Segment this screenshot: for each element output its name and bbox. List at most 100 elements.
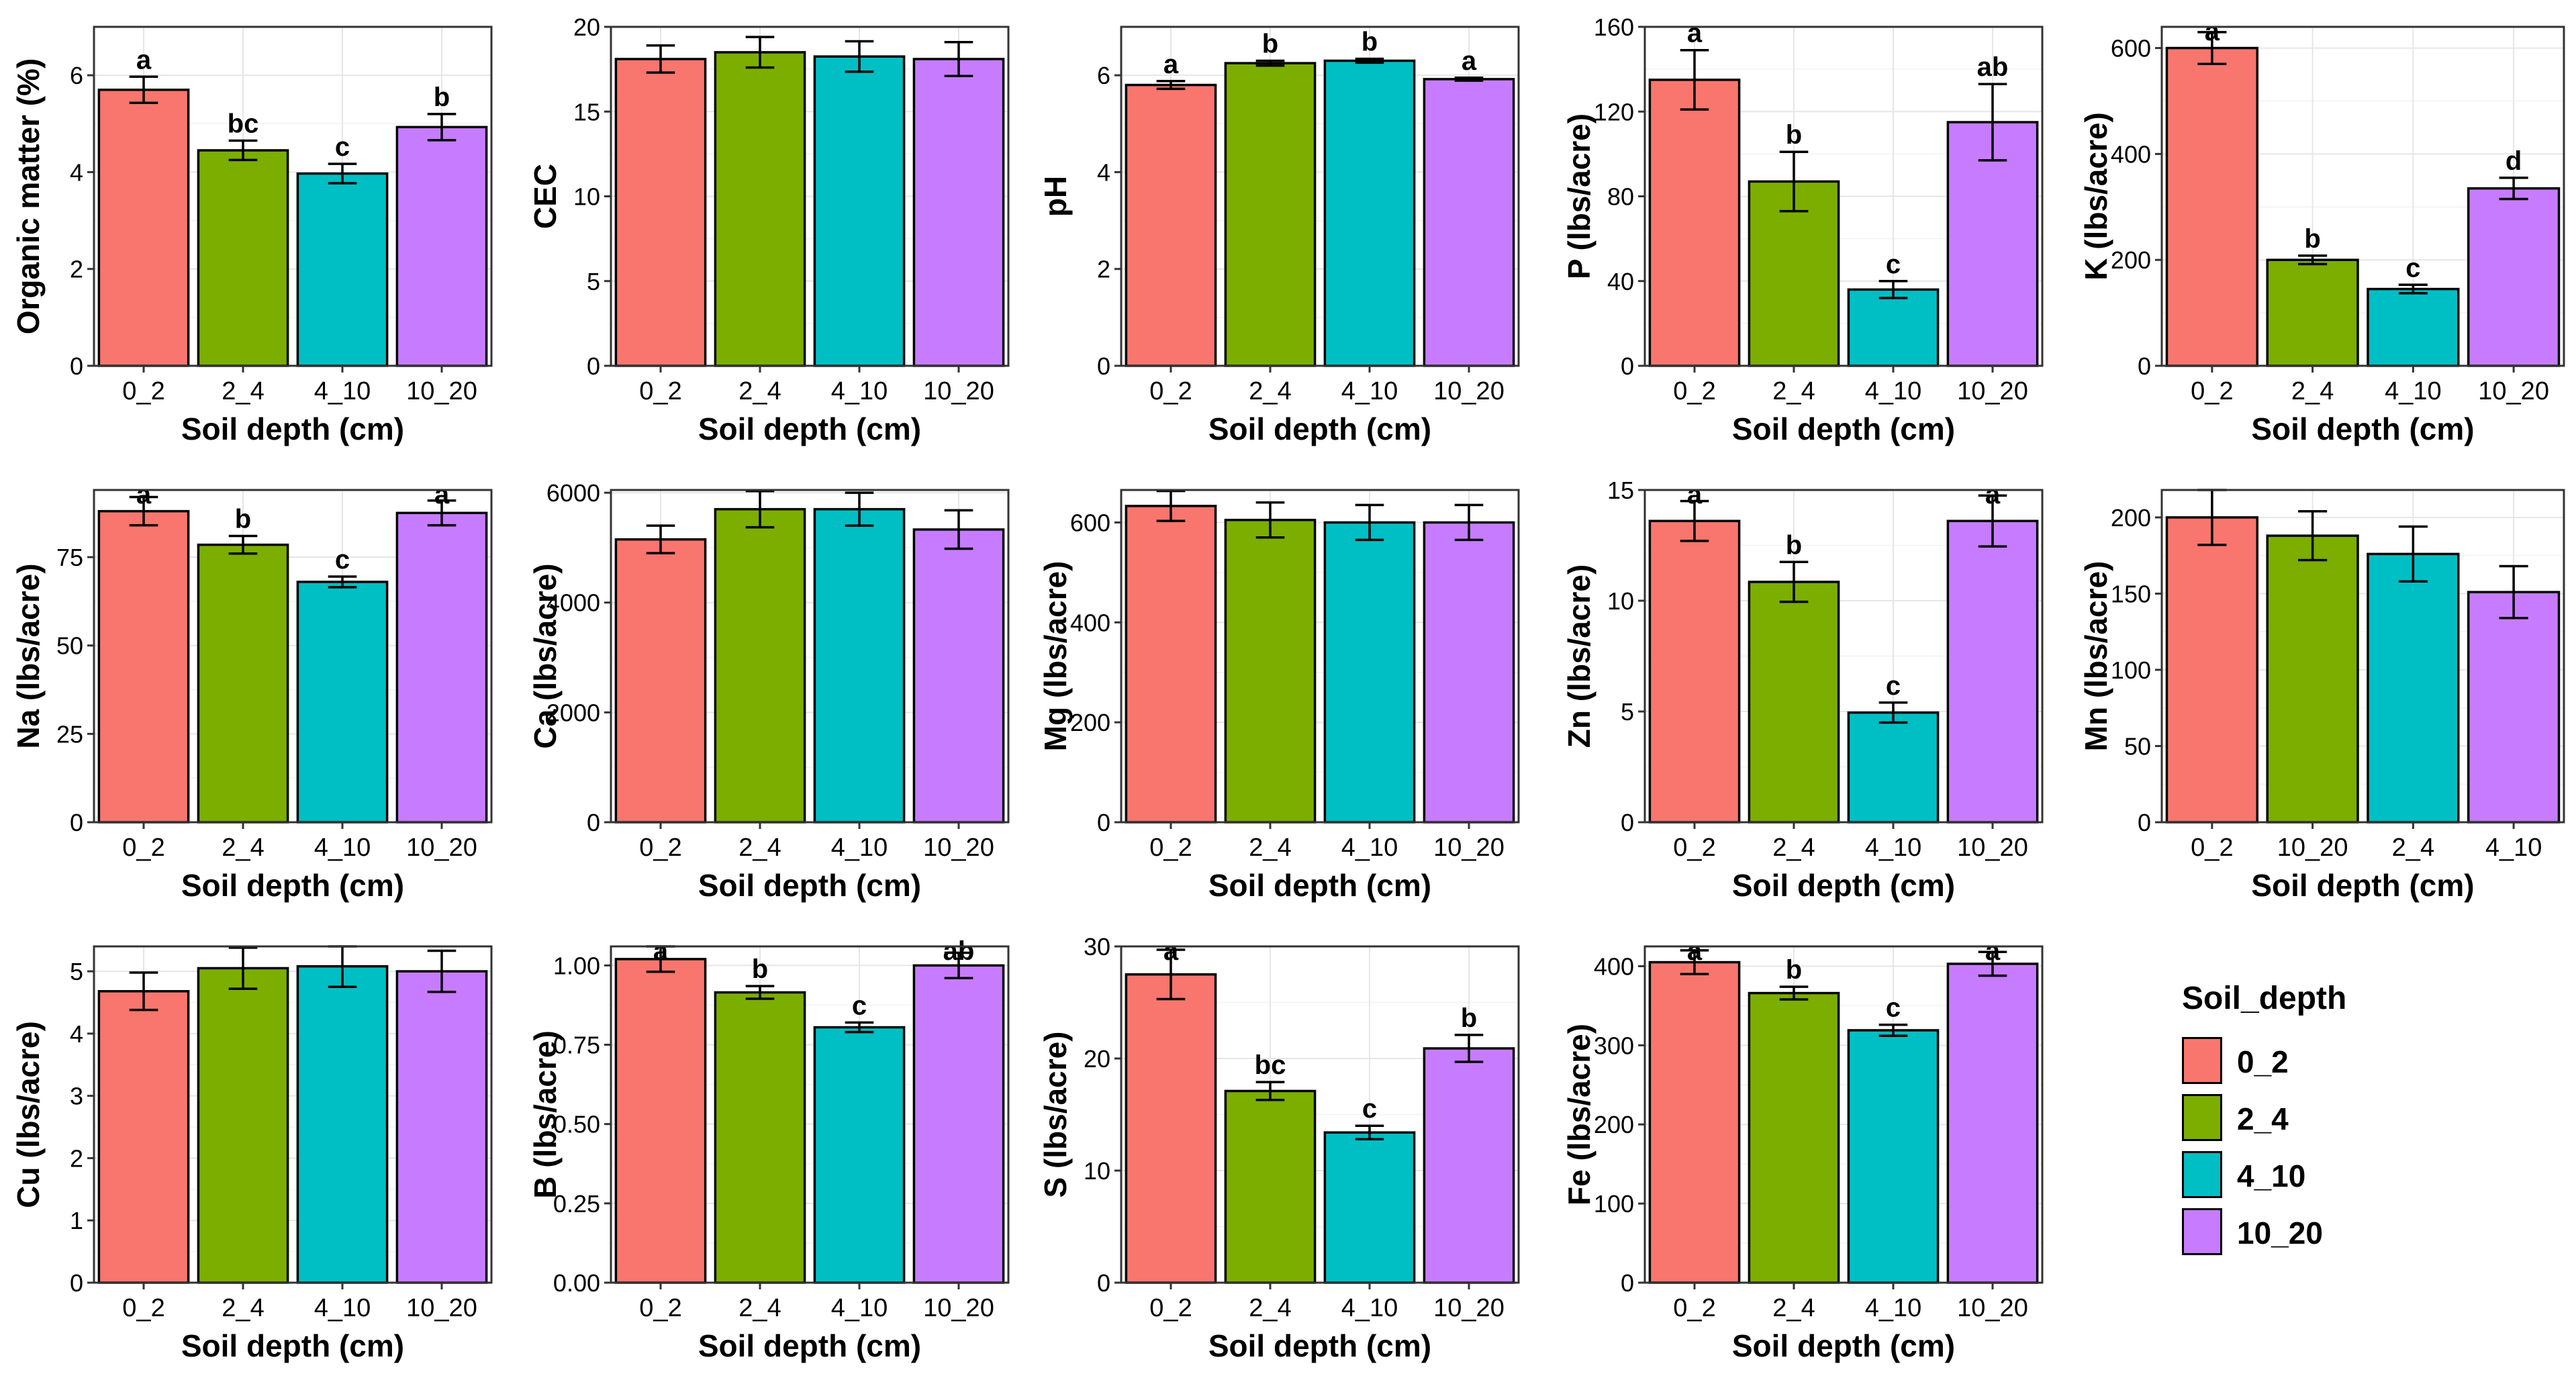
x-tick-label: 4_10	[1865, 377, 1922, 405]
x-tick-label: 2_4	[222, 377, 264, 405]
legend-label: 10_20	[2237, 1216, 2323, 1250]
significance-letter: b	[752, 954, 768, 984]
significance-letter: a	[1985, 480, 2001, 509]
bar	[1323, 1131, 1416, 1284]
y-tick-label: 50	[2124, 732, 2151, 760]
bar	[614, 538, 707, 824]
y-tick-label: 0	[587, 809, 600, 836]
x-tick-label: 0_2	[639, 834, 681, 862]
y-tick-label: 80	[1607, 183, 1634, 211]
bar	[912, 964, 1005, 1284]
chart-organic-matter: a 0_2 bc 2_4 c 4_10 b 10_20 0 2 4 6 Soil depth (cm) O…	[11, 26, 493, 446]
x-axis-title: Soil depth (cm)	[1732, 1328, 1955, 1363]
x-tick-label: 2_4	[222, 1294, 264, 1322]
panel-border	[1643, 489, 2044, 824]
x-tick-label: 4_10	[314, 1294, 371, 1322]
x-tick-label: 4_10	[1341, 834, 1398, 862]
x-tick-label: 2_4	[2392, 834, 2434, 862]
y-axis-title: Na (lbs/acre)	[11, 563, 46, 748]
y-tick-label: 400	[1070, 609, 1110, 636]
bar	[912, 528, 1005, 824]
significance-letter: a	[1687, 19, 1703, 48]
y-tick-label: 0.50	[553, 1111, 600, 1138]
x-tick-label: 0_2	[2191, 377, 2233, 405]
x-tick-label: 10_20	[923, 377, 994, 405]
y-axis-title: Mg (lbs/acre)	[1038, 561, 1073, 752]
x-tick-label: 10_20	[406, 377, 477, 405]
legend-title: Soil_depth	[2182, 981, 2347, 1016]
y-tick-label: 120	[1594, 98, 1634, 126]
y-tick-label: 100	[1594, 1190, 1634, 1218]
y-tick-label: 30	[1084, 933, 1110, 960]
panel-border	[610, 489, 1010, 824]
chart-na: a 0_2 b 2_4 c 4_10 a 10_20 0 25 50 75 Soil depth (cm…	[11, 480, 493, 903]
y-tick-label: 0	[1621, 1269, 1634, 1297]
bar	[296, 172, 389, 367]
significance-letter: a	[1163, 936, 1179, 966]
x-tick-label: 10_20	[923, 1294, 994, 1322]
y-tick-label: 0	[587, 352, 600, 380]
significance-letter: a	[136, 480, 152, 509]
bar	[97, 990, 190, 1284]
panel-border	[93, 945, 493, 1284]
chart-ca: 0_2 2_4 4_10 10_20 0 2000 4000 6000 Soil depth (…	[528, 479, 1010, 903]
y-tick-label: 10	[1084, 1157, 1110, 1185]
bar	[2367, 552, 2460, 824]
y-tick-label: 10	[573, 183, 600, 211]
y-axis-title: pH	[1038, 176, 1073, 217]
significance-letter: a	[1687, 480, 1703, 509]
chart-fe: a 0_2 b 2_4 c 4_10 a 10_20 0 100 200 300 400 Soil dep…	[1562, 936, 2044, 1363]
y-tick-label: 2	[1097, 256, 1110, 283]
x-axis-title: Soil depth (cm)	[698, 868, 921, 903]
bar	[614, 58, 707, 367]
bar	[1648, 960, 1741, 1284]
significance-letter: b	[1786, 955, 1802, 985]
x-tick-label: 4_10	[1865, 834, 1922, 862]
panel-border	[610, 945, 1010, 1284]
x-tick-label: 0_2	[1149, 834, 1192, 862]
x-tick-label: 4_10	[831, 1294, 888, 1322]
y-tick-label: 4	[70, 158, 83, 186]
y-tick-label: 0	[70, 352, 83, 380]
x-tick-label: 10_20	[406, 1294, 477, 1322]
significance-letter: a	[1163, 50, 1179, 79]
y-tick-label: 0	[70, 1269, 83, 1297]
bar	[395, 511, 488, 824]
significance-letter: c	[1886, 250, 1901, 279]
chart-k: a 0_2 b 2_4 c 4_10 d 10_20 0 200 400 600 Soil depth …	[2079, 17, 2565, 446]
x-tick-label: 0_2	[1673, 377, 1715, 405]
x-tick-label: 4_10	[1341, 1294, 1398, 1322]
bar	[1125, 83, 1217, 367]
y-axis-title: Cu (lbs/acre)	[11, 1021, 46, 1208]
y-tick-label: 4	[70, 1020, 83, 1048]
chart-zn: a 0_2 b 2_4 c 4_10 a 10_20 0 5 10 15 Soil depth (cm)…	[1562, 477, 2044, 903]
panel-border	[610, 26, 1010, 367]
x-axis-title: Soil depth (cm)	[181, 1328, 404, 1363]
x-tick-label: 4_10	[314, 834, 371, 862]
bar	[1748, 991, 1840, 1284]
significance-letter: c	[2405, 253, 2420, 283]
bar	[714, 991, 806, 1284]
x-axis-title: Soil depth (cm)	[1208, 868, 1431, 903]
legend-label: 0_2	[2237, 1044, 2289, 1079]
y-tick-label: 160	[1594, 13, 1634, 41]
bar	[2165, 516, 2259, 824]
y-tick-label: 0	[1621, 809, 1634, 836]
y-tick-label: 1.00	[553, 952, 600, 979]
x-tick-label: 0_2	[639, 1294, 681, 1322]
y-tick-label: 300	[1594, 1032, 1634, 1059]
x-tick-label: 10_20	[1433, 377, 1505, 405]
bar	[614, 958, 707, 1284]
bar	[1423, 78, 1515, 367]
bar	[1648, 520, 1741, 824]
x-axis-title: Soil depth (cm)	[1208, 1328, 1431, 1363]
legend-label: 2_4	[2237, 1101, 2289, 1136]
x-axis-title: Soil depth (cm)	[2251, 868, 2474, 903]
bar	[1847, 1029, 1940, 1284]
x-tick-label: 10_20	[923, 834, 994, 862]
chart-p: a 0_2 b 2_4 c 4_10 ab 10_20 0 40 80 120 160 Soil dept…	[1562, 13, 2044, 446]
panel-border	[1643, 26, 2044, 367]
significance-letter: a	[1985, 936, 2001, 966]
significance-letter: a	[2205, 17, 2220, 46]
y-tick-label: 0.75	[553, 1032, 600, 1059]
